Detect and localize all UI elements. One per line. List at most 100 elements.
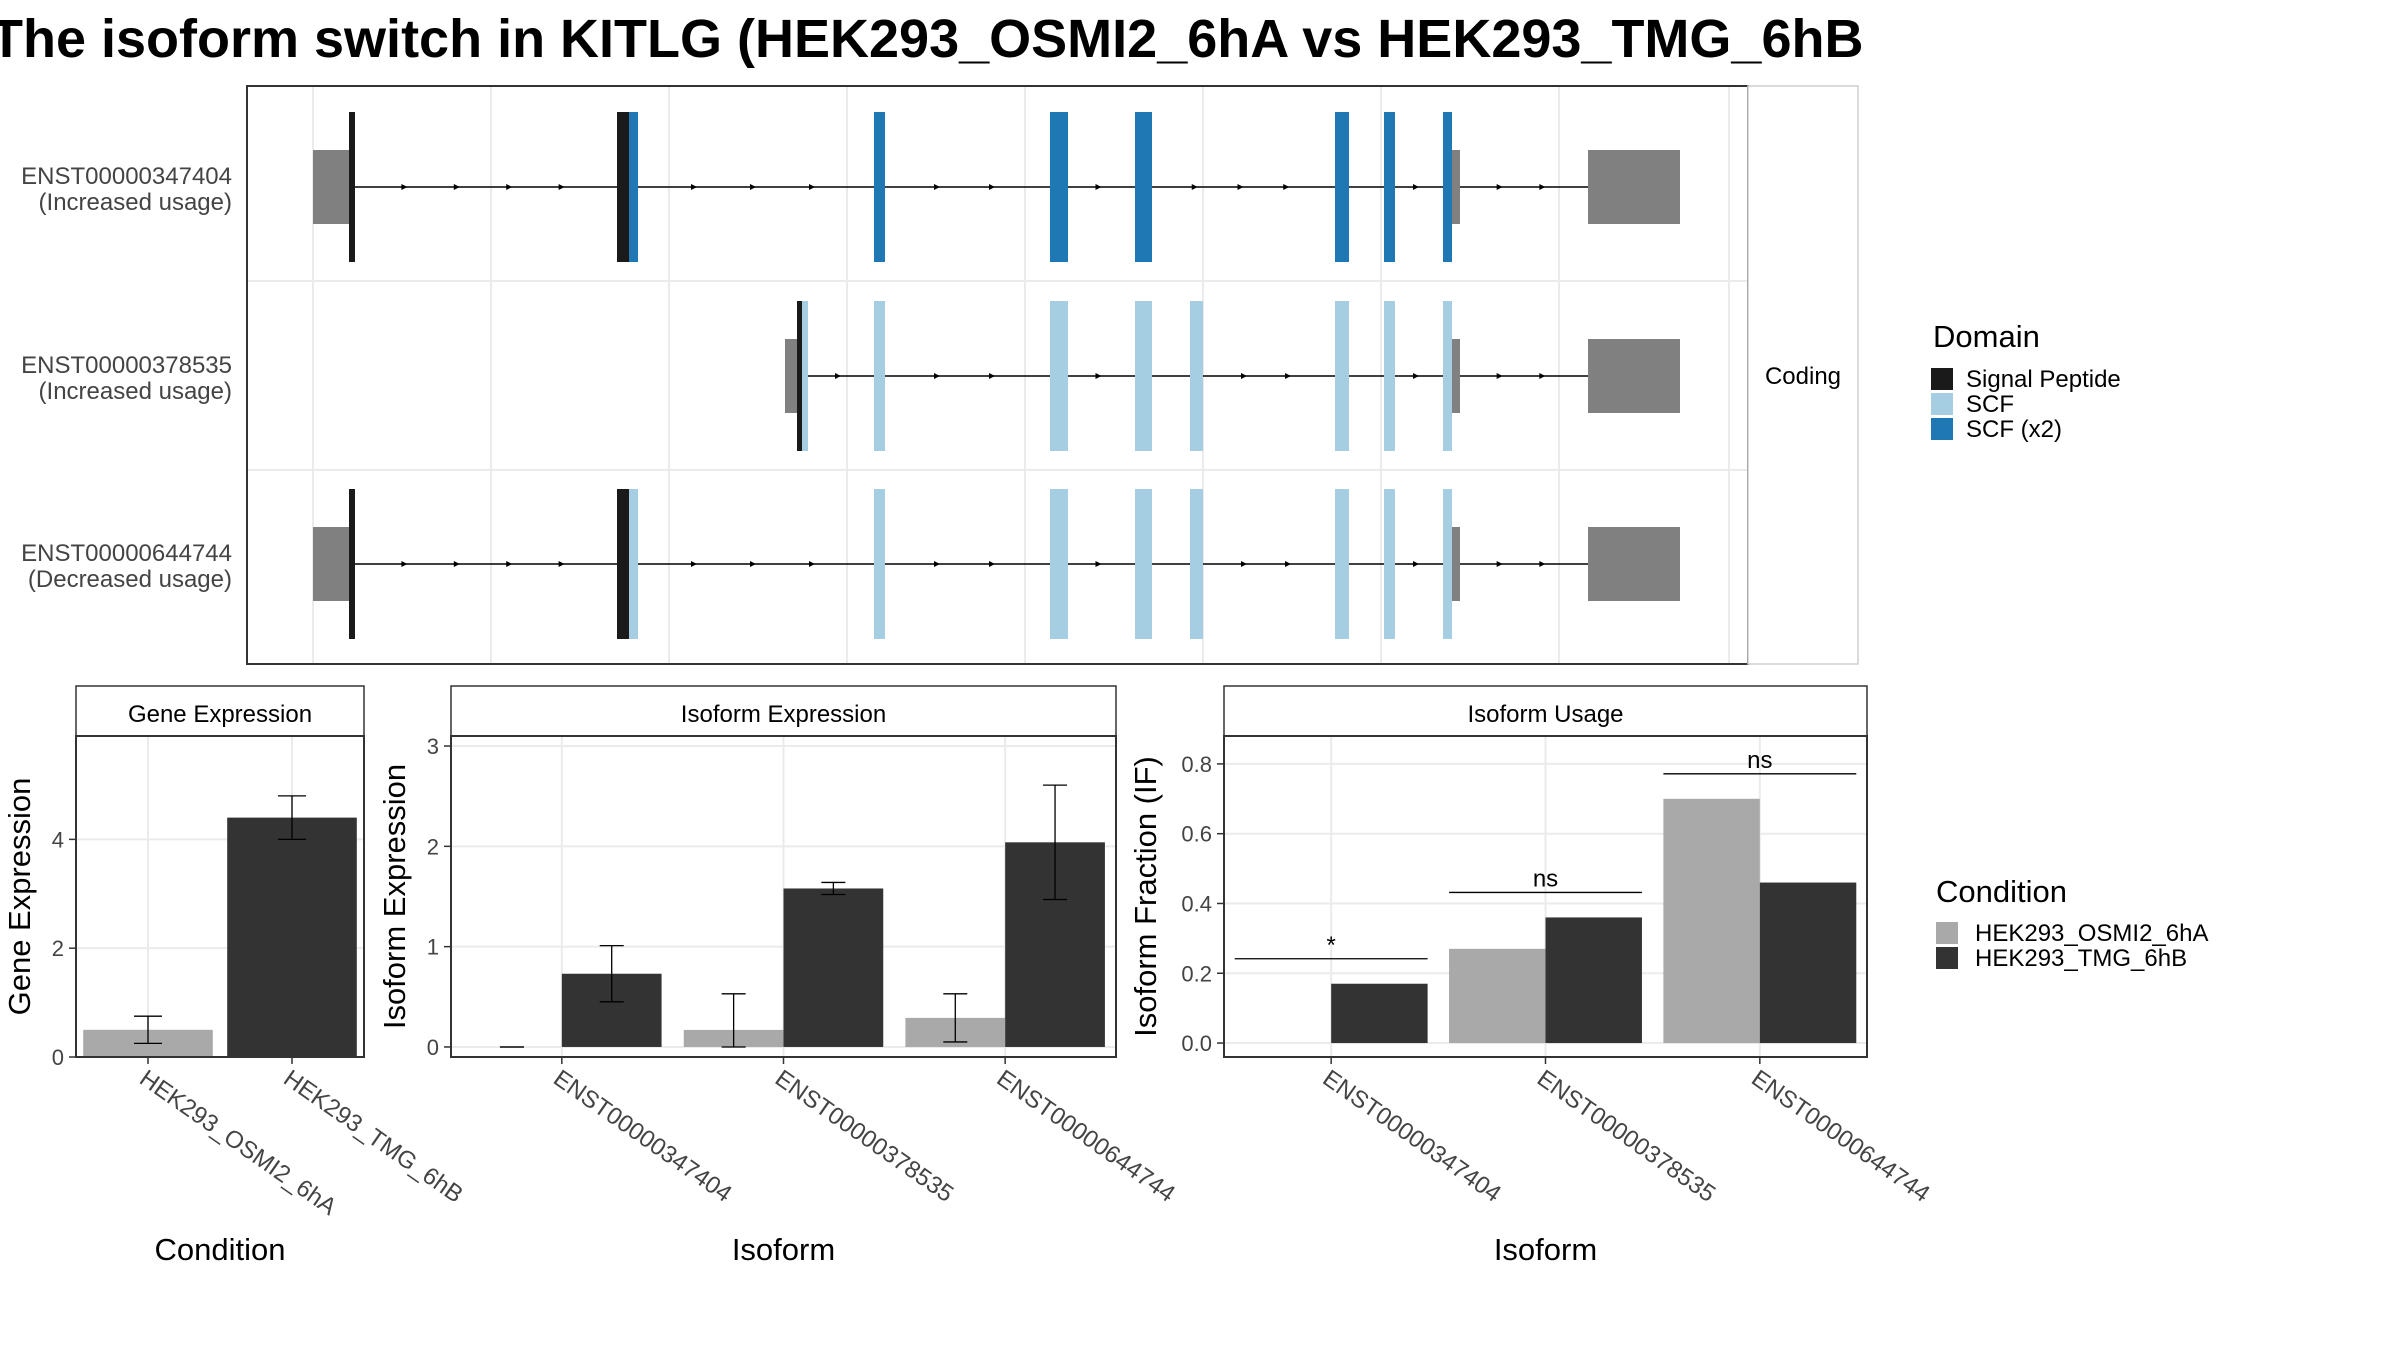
intron-arrow bbox=[506, 561, 513, 567]
y-tick-label: 1 bbox=[427, 935, 439, 960]
exon bbox=[1135, 301, 1152, 451]
panel-title: Isoform Usage bbox=[1467, 701, 1623, 728]
intron-arrow bbox=[1413, 184, 1419, 190]
exon bbox=[1135, 489, 1152, 639]
y-axis-title: Isoform Expression bbox=[377, 764, 412, 1029]
exon bbox=[313, 527, 349, 601]
facet-strip bbox=[1747, 85, 1859, 665]
intron-arrow bbox=[835, 373, 841, 379]
intron-arrow bbox=[750, 184, 756, 190]
significance-label: * bbox=[1326, 932, 1335, 959]
panel-title: Gene Expression bbox=[128, 701, 312, 728]
panel-border bbox=[75, 735, 365, 1058]
panel-strip bbox=[75, 685, 365, 737]
exon bbox=[629, 112, 638, 262]
intron-arrow bbox=[1237, 184, 1244, 190]
x-tick-label: ENST00000644744 bbox=[1746, 1065, 1934, 1208]
exon bbox=[629, 489, 638, 639]
exon bbox=[1050, 489, 1068, 639]
intron-arrow bbox=[558, 184, 565, 190]
intron-arrow bbox=[1241, 561, 1247, 567]
exon bbox=[1190, 489, 1203, 639]
intron-arrow bbox=[934, 373, 940, 379]
intron-arrow bbox=[809, 184, 815, 190]
intron-arrow bbox=[989, 561, 995, 567]
exon bbox=[797, 301, 802, 451]
intron-arrow bbox=[401, 561, 408, 567]
y-tick-label: 0 bbox=[427, 1035, 439, 1060]
intron-arrow bbox=[558, 561, 565, 567]
intron-arrow bbox=[1413, 373, 1419, 379]
intron-arrow bbox=[691, 184, 697, 190]
domain-legend-key bbox=[1931, 393, 1953, 415]
exon bbox=[1384, 112, 1395, 262]
structure-panel-bg bbox=[247, 86, 1748, 664]
exon bbox=[313, 150, 349, 224]
y-tick-label: 0.0 bbox=[1181, 1031, 1212, 1056]
exon bbox=[349, 112, 355, 262]
intron-arrow bbox=[1095, 184, 1102, 190]
isoform-label-id: ENST00000347404 bbox=[21, 163, 232, 190]
y-tick-label: 0.6 bbox=[1181, 822, 1212, 847]
intron-arrow bbox=[1095, 373, 1102, 379]
exon bbox=[1384, 489, 1395, 639]
panel-title: Isoform Expression bbox=[681, 701, 886, 728]
condition-legend-key bbox=[1936, 922, 1958, 944]
y-axis-title: Isoform Fraction (IF) bbox=[1128, 756, 1163, 1037]
exon bbox=[1452, 527, 1460, 601]
x-tick-label: ENST00000347404 bbox=[548, 1065, 736, 1208]
intron-arrow bbox=[1496, 184, 1503, 190]
exon bbox=[617, 112, 629, 262]
intron-arrow bbox=[1496, 373, 1503, 379]
bar bbox=[1545, 917, 1642, 1044]
x-tick-label: ENST00000378535 bbox=[1532, 1065, 1720, 1208]
exon bbox=[1135, 112, 1152, 262]
bar bbox=[1331, 983, 1428, 1044]
intron-arrow bbox=[1539, 184, 1546, 190]
exon bbox=[874, 112, 885, 262]
condition-legend-key bbox=[1936, 947, 1958, 969]
facet-strip-label: Coding bbox=[1765, 363, 1841, 390]
significance-label: ns bbox=[1533, 865, 1558, 892]
exon bbox=[1190, 301, 1203, 451]
x-axis-title: Isoform bbox=[732, 1232, 835, 1267]
exon bbox=[1443, 301, 1452, 451]
y-tick-label: 0.4 bbox=[1181, 891, 1212, 916]
exon bbox=[1588, 527, 1680, 601]
isoform-label-id: ENST00000644744 bbox=[21, 540, 232, 567]
y-tick-label: 0.2 bbox=[1181, 961, 1212, 986]
exon bbox=[1443, 489, 1452, 639]
chart-title: The isoform switch in KITLG (HEK293_OSMI… bbox=[0, 9, 1864, 69]
exon bbox=[1588, 150, 1680, 224]
exon bbox=[1588, 339, 1680, 413]
intron-arrow bbox=[453, 184, 460, 190]
intron-arrow bbox=[1413, 561, 1419, 567]
panel-strip bbox=[1223, 685, 1868, 737]
intron-arrow bbox=[1241, 373, 1247, 379]
exon bbox=[1384, 301, 1395, 451]
isoform-label-id: ENST00000378535 bbox=[21, 352, 232, 379]
isoform-label-usage: (Increased usage) bbox=[39, 378, 232, 405]
exon bbox=[1335, 301, 1349, 451]
isoform-label-usage: (Decreased usage) bbox=[28, 566, 232, 593]
domain-legend-label: SCF (x2) bbox=[1966, 416, 2062, 443]
y-tick-label: 2 bbox=[52, 936, 64, 961]
y-tick-label: 3 bbox=[427, 734, 439, 759]
y-tick-label: 0.8 bbox=[1181, 752, 1212, 777]
bar bbox=[1663, 798, 1760, 1044]
exon bbox=[1335, 489, 1349, 639]
isoform-label-usage: (Increased usage) bbox=[39, 189, 232, 216]
exon bbox=[874, 489, 885, 639]
domain-legend-key bbox=[1931, 368, 1953, 390]
condition-legend-label: HEK293_OSMI2_6hA bbox=[1975, 920, 2208, 947]
x-axis-title: Isoform bbox=[1494, 1232, 1597, 1267]
intron-arrow bbox=[401, 184, 408, 190]
intron-arrow bbox=[1095, 561, 1102, 567]
exon bbox=[785, 339, 797, 413]
x-axis-title: Condition bbox=[155, 1232, 286, 1267]
intron-arrow bbox=[1539, 561, 1546, 567]
exon bbox=[1452, 339, 1460, 413]
domain-legend-label: SCF bbox=[1966, 391, 2014, 418]
intron-arrow bbox=[1539, 373, 1546, 379]
intron-arrow bbox=[691, 561, 697, 567]
